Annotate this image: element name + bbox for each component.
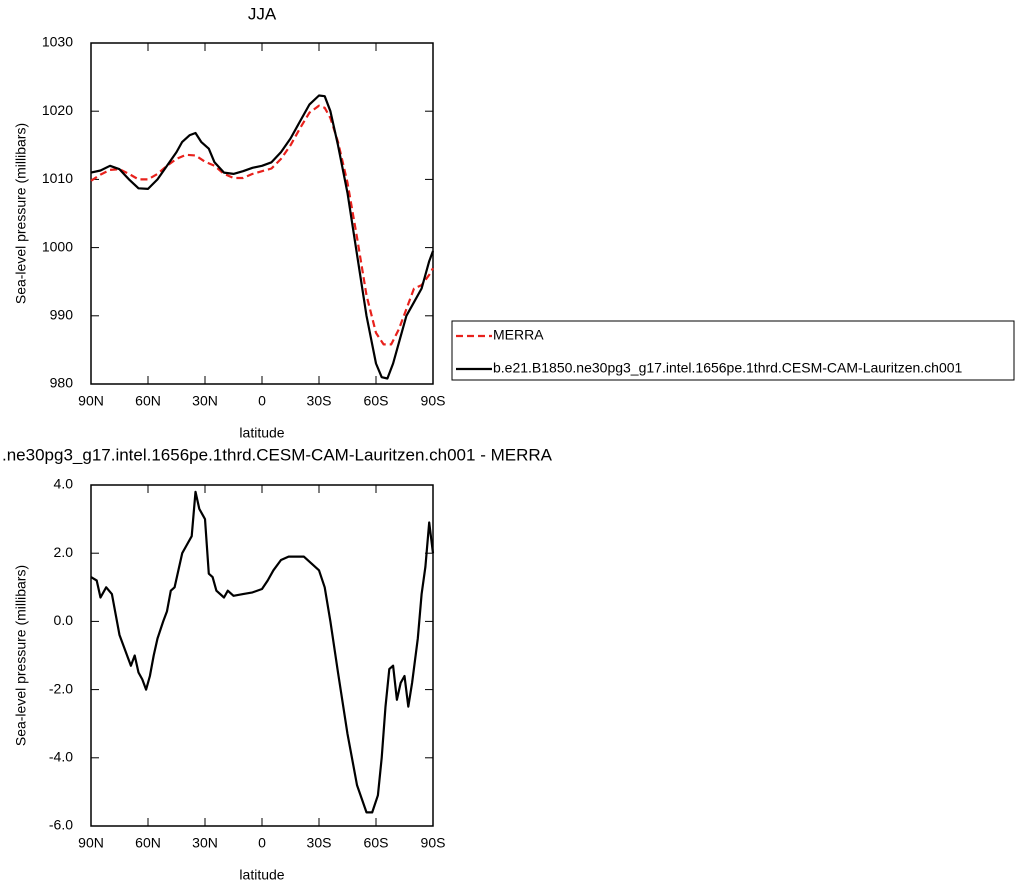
x-tick-label: 30S [307,835,332,851]
y-tick-label: 1030 [42,34,73,50]
legend-box [451,320,1015,381]
x-tick-label: 90N [78,393,104,409]
chart-title: .ne30pg3_g17.intel.1656pe.1thrd.CESM-CAM… [2,445,553,464]
data-line [90,490,435,814]
x-tick-label: 60N [135,393,161,409]
y-tick-label: 1000 [42,238,73,254]
chart-title: JJA [248,4,277,23]
data-line [90,94,435,380]
data-line [90,104,434,346]
x-tick-label: 30N [192,835,218,851]
x-tick-label: 30N [192,393,218,409]
y-tick-label: -6.0 [49,817,73,833]
y-tick-label: 4.0 [54,476,74,492]
y-axis-label: Sea-level pressure (millibars) [13,123,29,304]
y-tick-label: 1020 [42,102,73,118]
x-tick-label: 90S [421,393,446,409]
y-tick-label: 990 [50,307,74,323]
x-tick-label: 90S [421,835,446,851]
x-tick-label: 60N [135,835,161,851]
y-tick-label: 2.0 [54,544,74,560]
x-axis-label: latitude [239,425,284,441]
legend-label: MERRA [493,327,544,343]
x-tick-label: 30S [307,393,332,409]
x-tick-label: 60S [364,835,389,851]
plot-frame [90,42,434,385]
x-tick-label: 0 [258,393,266,409]
x-tick-label: 60S [364,393,389,409]
x-tick-label: 90N [78,835,104,851]
y-tick-label: -2.0 [49,680,73,696]
legend-label: b.e21.B1850.ne30pg3_g17.intel.1656pe.1th… [493,360,963,376]
y-axis-label: Sea-level pressure (millibars) [13,565,29,746]
plot-frame [90,484,434,827]
y-tick-label: 980 [50,375,74,391]
x-axis-label: latitude [239,867,284,883]
y-tick-label: 1010 [42,170,73,186]
x-tick-label: 0 [258,835,266,851]
y-tick-label: 0.0 [54,612,74,628]
y-tick-label: -4.0 [49,749,73,765]
